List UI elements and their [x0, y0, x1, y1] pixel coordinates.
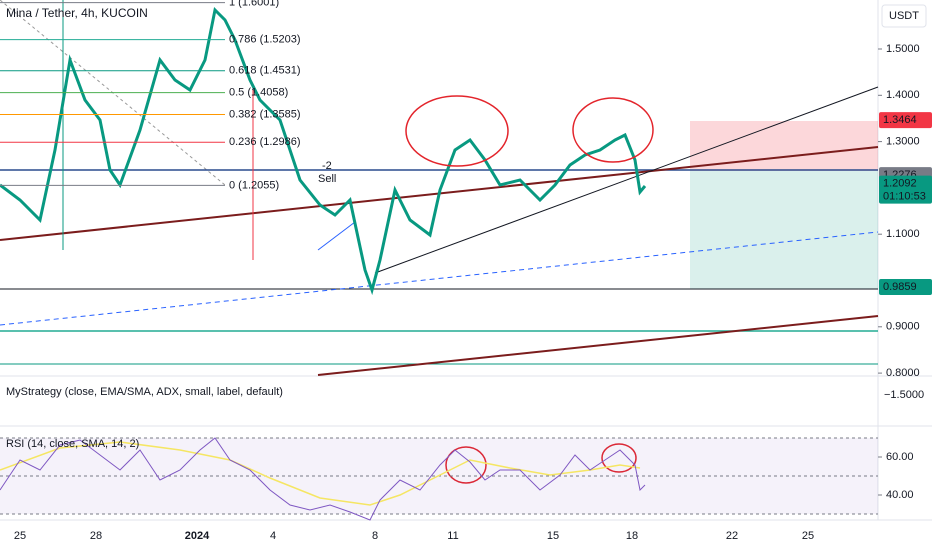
- price-tag-label: 0.9859: [883, 281, 917, 293]
- price-tag-label: 1.3464: [883, 114, 917, 126]
- price-tick-label: 0.8000: [886, 367, 920, 379]
- fib-label: 0 (1.2055): [229, 179, 279, 191]
- rsi-tick-label: 60.00: [886, 451, 914, 463]
- date-label: 25: [802, 530, 814, 542]
- price-tag-label: 1.2092: [883, 178, 917, 190]
- highlight-circle: [445, 446, 487, 484]
- annotation-count: -2: [322, 160, 332, 172]
- date-label: 25: [14, 530, 26, 542]
- highlight-circle: [601, 443, 637, 473]
- rsi-tick-label: 40.00: [886, 489, 914, 501]
- trend-line: [374, 86, 879, 274]
- rsi-sma: [0, 441, 641, 506]
- fib-label: 0.5 (1.4058): [229, 87, 288, 99]
- price-tick-label: 1.1000: [886, 228, 920, 240]
- price-tick-label: 0.9000: [886, 321, 920, 333]
- countdown: 01:10:53: [883, 191, 926, 203]
- annotation-signal: Sell: [318, 173, 336, 185]
- trend-line: [317, 221, 356, 251]
- date-label: 18: [626, 530, 638, 542]
- highlight-circle: [572, 97, 654, 163]
- rsi-name: RSI (14, close, SMA, 14, 2): [6, 438, 139, 450]
- fib-label: 1 (1.6001): [229, 0, 279, 9]
- highlight-circle: [405, 95, 509, 167]
- trend-line: [0, 231, 879, 326]
- price-tick-label: 1.5000: [886, 43, 920, 55]
- date-label: 15: [547, 530, 559, 542]
- currency-button[interactable]: [881, 4, 927, 28]
- currency[interactable]: USDT: [889, 10, 919, 22]
- date-label: 28: [90, 530, 102, 542]
- fib-label: 0.236 (1.2986): [229, 136, 301, 148]
- date-label: 22: [726, 530, 738, 542]
- price-path: [0, 6, 647, 296]
- strategy-axis-label: −1.5000: [884, 389, 924, 401]
- date-label: 8: [372, 530, 378, 542]
- target-zone: [690, 171, 878, 289]
- fib-label: 0.786 (1.5203): [229, 34, 301, 46]
- price-tag: [879, 279, 932, 296]
- date-label: 2024: [185, 530, 210, 542]
- price-tag: [879, 175, 932, 204]
- price-tick-label: 1.4000: [886, 89, 920, 101]
- rsi-line: [0, 437, 646, 521]
- date-label: 4: [270, 530, 276, 542]
- chart-title: Mina / Tether, 4h, KUCOIN: [6, 6, 148, 20]
- price-tick-label: 1.3000: [886, 136, 920, 148]
- fib-label: 0.382 (1.3585): [229, 108, 301, 120]
- fib-label: 0.618 (1.4531): [229, 65, 301, 77]
- trend-line: [317, 315, 879, 376]
- date-label: 11: [447, 530, 458, 542]
- strategy-name: MyStrategy (close, EMA/SMA, ADX, small, …: [6, 386, 283, 398]
- price-tag: [879, 112, 932, 129]
